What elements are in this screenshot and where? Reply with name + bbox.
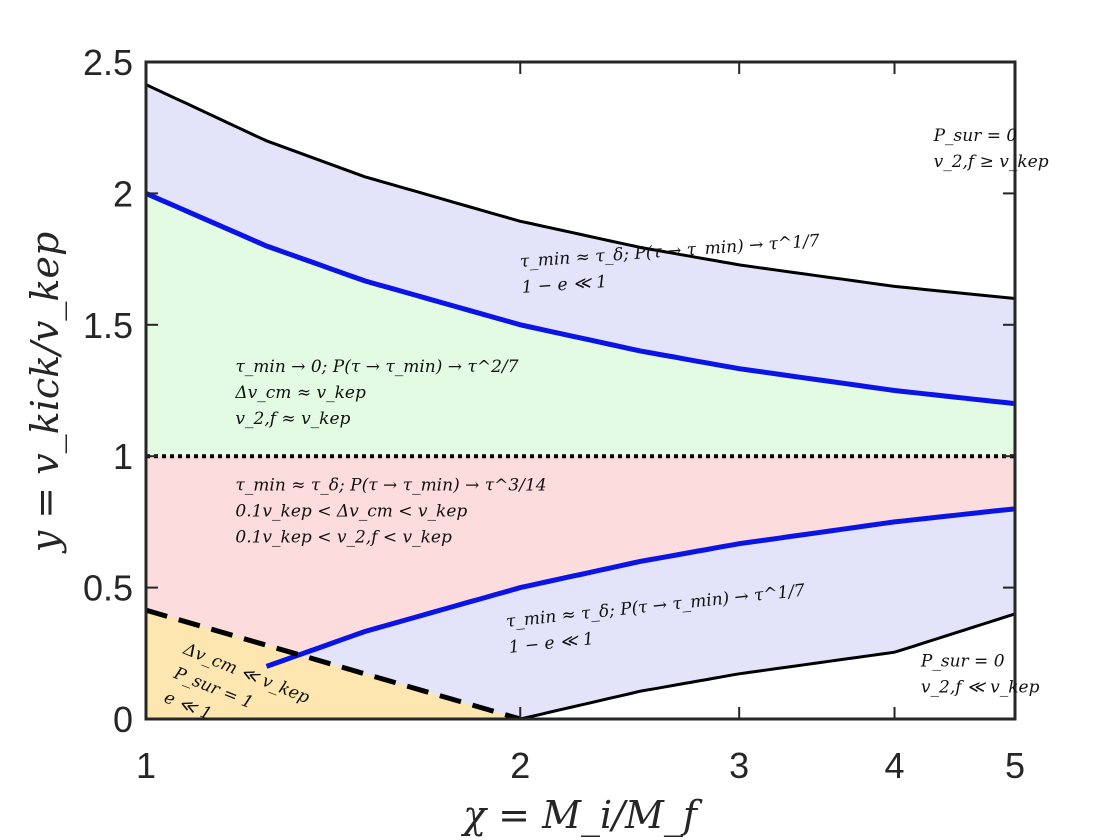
y-tick-label: 1.5	[83, 305, 133, 346]
x-tick-label: 1	[136, 745, 156, 786]
annotation-line: P_sur = 0	[920, 651, 1005, 671]
x-axis-label: χ = M_i/M_f	[460, 793, 703, 838]
y-tick-label: 0.5	[83, 568, 133, 609]
annotation-line: 0.1v_kep < v_2,f < v_kep	[235, 527, 452, 547]
green-region	[146, 193, 1015, 457]
annotation: P_sur = 0 v_2,f ≥ v_kep	[933, 126, 1049, 172]
annotation: τ_min ≈ τ_δ; P(τ → τ_min) → τ^3/14 0.1v_k…	[235, 475, 546, 547]
annotation-line: v_2,f ≥ v_kep	[934, 152, 1049, 172]
ticks: 1 2 3 4 5 0 0.5 1 1.5 2 2.5	[83, 42, 1025, 786]
y-tick-label: 0	[113, 699, 133, 740]
dashed-boundary-line	[146, 607, 521, 719]
y-tick-label: 2.5	[83, 42, 133, 83]
y-tick-label: 1	[113, 436, 133, 477]
upper-blue-curve	[146, 191, 1015, 407]
lower-blue-curve	[265, 506, 1015, 669]
annotation-line: Δv_cm ≈ v_kep	[234, 383, 366, 403]
annotation-line: τ_min → 0; P(τ → τ_min) → τ^2/7	[235, 357, 518, 377]
axes-frame	[144, 60, 1017, 721]
annotation-line: τ_min ≈ τ_δ; P(τ → τ_min) → τ^3/14	[235, 475, 546, 495]
y-tick-label: 2	[113, 173, 133, 214]
pink-region	[146, 456, 1015, 667]
upper-boundary-curve	[146, 83, 1015, 300]
annotation: τ_min → 0; P(τ → τ_min) → τ^2/7 Δv_cm ≈ v…	[234, 357, 518, 429]
annotation-line: 0.1v_kep < Δv_cm < v_kep	[235, 501, 467, 521]
upper-band-region	[146, 84, 1015, 404]
x-tick-label: 5	[1005, 745, 1025, 786]
x-tick-label: 4	[885, 745, 905, 786]
lower-boundary-curve	[519, 612, 1015, 719]
annotation-line: v_2,f ≈ v_kep	[235, 409, 350, 429]
annotation-line: P_sur = 0	[933, 126, 1018, 146]
annotation: P_sur = 0 v_2,f ≪ v_kep	[920, 651, 1040, 697]
x-tick-label: 3	[729, 745, 749, 786]
x-tick-label: 2	[510, 745, 530, 786]
y-axis-label: y = v_kick/v_kep	[23, 232, 68, 555]
orange-region	[146, 610, 521, 719]
annotation-line: v_2,f ≪ v_kep	[921, 677, 1040, 697]
lower-band-region	[266, 508, 1015, 719]
